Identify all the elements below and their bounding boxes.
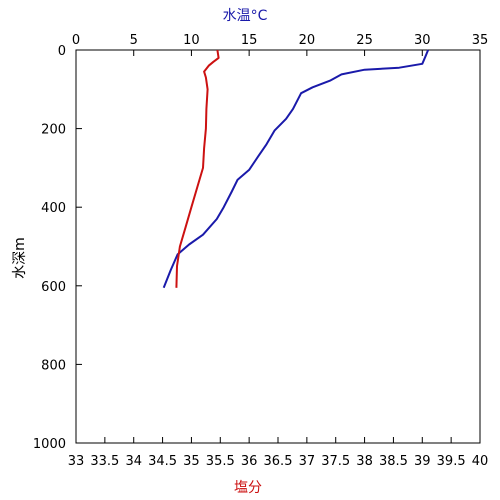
plot-frame xyxy=(75,49,481,444)
top-tick-label: 30 xyxy=(414,33,431,48)
top-tick-label: 5 xyxy=(130,33,138,48)
bottom-tick-label: 40 xyxy=(472,454,489,469)
bottom-tick-label: 35 xyxy=(183,454,200,469)
bottom-tick-label: 37.5 xyxy=(321,454,350,469)
bottom-tick-label: 37 xyxy=(299,454,316,469)
top-tick-label: 15 xyxy=(241,33,258,48)
bottom-tick-label: 33 xyxy=(68,454,85,469)
top-tick-label: 35 xyxy=(472,33,489,48)
series-layer xyxy=(162,49,430,289)
top-tick-label: 25 xyxy=(356,33,373,48)
left-axis-ticks: 0 200 400 600 800 1000 xyxy=(33,44,82,452)
bottom-axis-title: 塩分 xyxy=(234,480,262,496)
bottom-tick-label: 33.5 xyxy=(90,454,119,469)
bottom-tick-label: 38.5 xyxy=(379,454,408,469)
left-tick-label: 0 xyxy=(58,44,66,59)
top-axis-title: 水温°C xyxy=(223,8,268,24)
bottom-tick-label: 36 xyxy=(241,454,258,469)
top-tick-label: 0 xyxy=(72,33,80,48)
bottom-axis-ticks: 33 33.5 34 34.5 35 35.5 36 36.5 37 37.5 38 38.5 39 39… xyxy=(68,437,489,469)
temperature-line xyxy=(162,49,430,289)
left-tick-label: 200 xyxy=(41,123,66,138)
left-tick-label: 1000 xyxy=(33,437,66,452)
bottom-tick-label: 39.5 xyxy=(437,454,466,469)
salinity-line xyxy=(175,49,220,288)
bottom-tick-label: 34 xyxy=(125,454,142,469)
top-tick-label: 20 xyxy=(299,33,316,48)
bottom-tick-label: 36.5 xyxy=(264,454,293,469)
left-tick-label: 600 xyxy=(41,280,66,295)
left-axis-title: 水深m xyxy=(12,237,28,279)
left-tick-label: 800 xyxy=(41,358,66,373)
bottom-tick-label: 34.5 xyxy=(148,454,177,469)
bottom-tick-label: 38 xyxy=(356,454,373,469)
top-tick-label: 10 xyxy=(183,33,200,48)
bottom-tick-label: 35.5 xyxy=(206,454,235,469)
bottom-tick-label: 39 xyxy=(414,454,431,469)
left-tick-label: 400 xyxy=(41,201,66,216)
top-axis-ticks: 0 5 10 15 20 25 30 35 xyxy=(72,33,488,56)
